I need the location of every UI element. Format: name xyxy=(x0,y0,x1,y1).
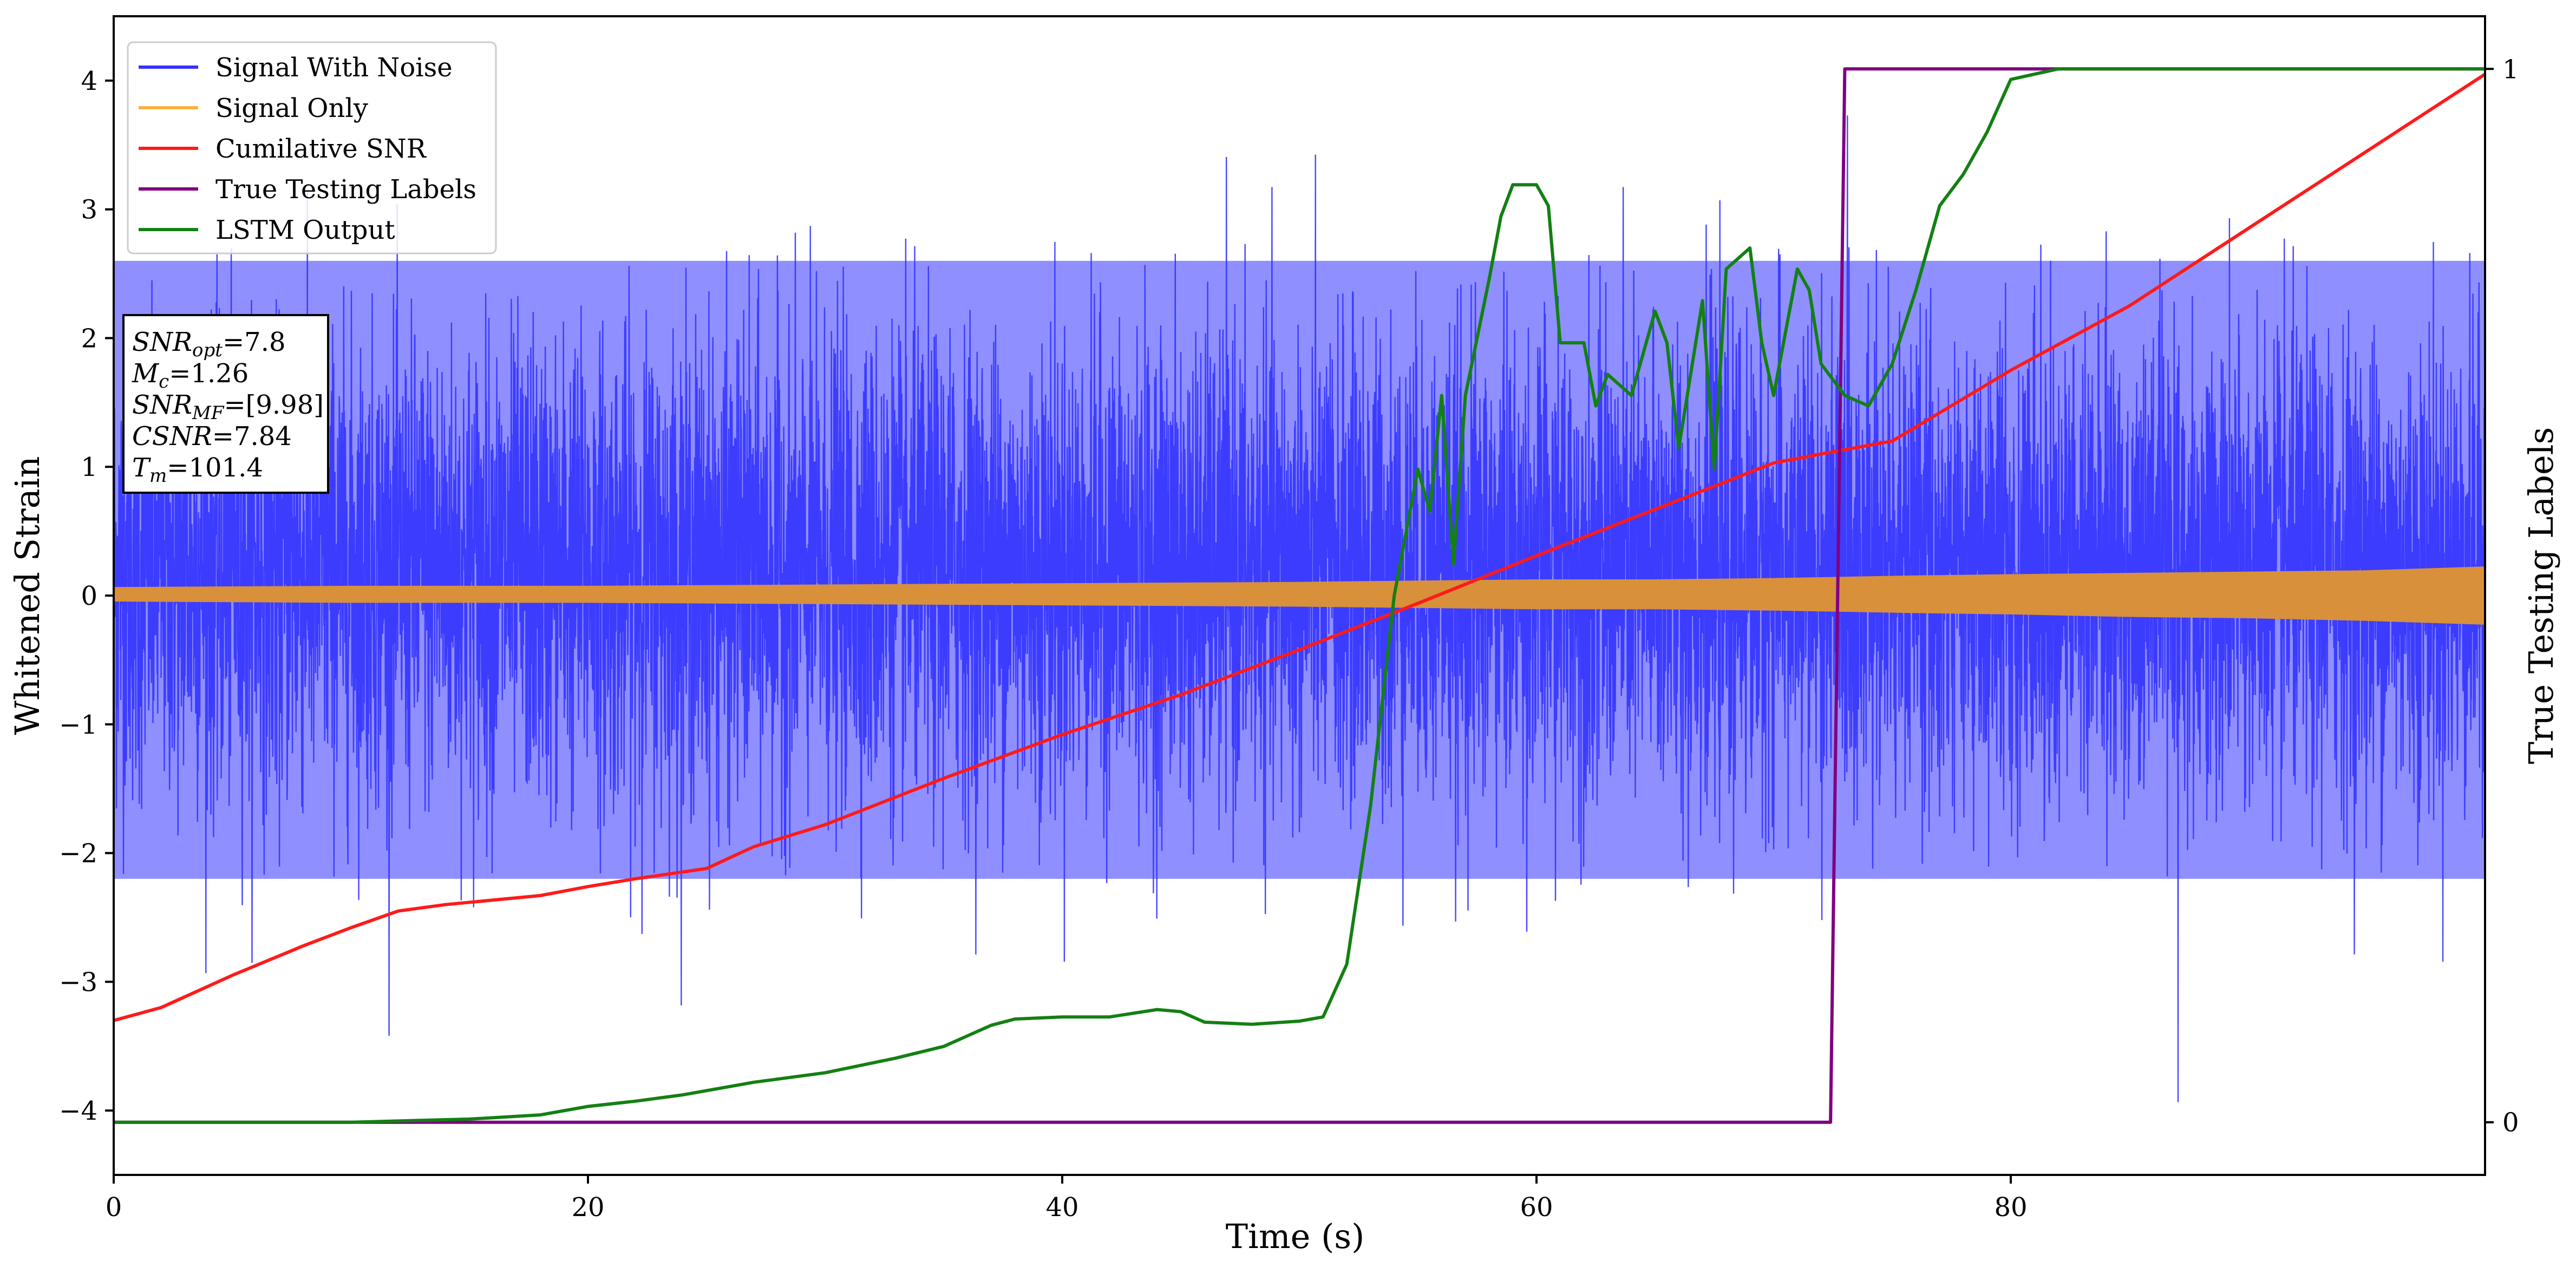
annotation-line: Mc=1.26 xyxy=(132,358,249,393)
lstm-output-line xyxy=(114,67,2485,1124)
y-tick-label: 4 xyxy=(81,66,97,96)
y-axis-right-label: True Testing Labels xyxy=(2521,427,2561,765)
signal-only-envelope xyxy=(114,566,2485,625)
x-tick-label: 40 xyxy=(1045,1192,1078,1223)
legend-box xyxy=(127,41,497,254)
y-tick-label: 3 xyxy=(81,195,97,225)
y-right-tick-label: 0 xyxy=(2502,1108,2519,1138)
plot-area xyxy=(114,67,2485,1124)
legend-label-true-testing-labels: True Testing Labels xyxy=(215,174,476,205)
y-tick-label: −3 xyxy=(59,967,97,997)
legend-label-cumilative-snr: Cumilative SNR xyxy=(215,134,427,164)
legend-label-signal-with-noise: Signal With Noise xyxy=(215,53,453,83)
x-tick-label: 0 xyxy=(106,1192,122,1223)
series-signal-only xyxy=(114,566,2485,625)
signal-with-noise-band xyxy=(114,260,2485,879)
annotation-line: CSNR=7.84 xyxy=(132,421,292,452)
annotation-line: SNRopt=7.8 xyxy=(132,327,286,361)
annotation-line: Tm=101.4 xyxy=(132,453,263,487)
y-tick-label: 0 xyxy=(81,581,97,611)
y-tick-label: −1 xyxy=(59,710,97,740)
y-tick-label: 1 xyxy=(81,452,97,482)
x-tick-label: 60 xyxy=(1520,1192,1553,1223)
series-cumilative-snr xyxy=(114,73,2485,1022)
series-lstm-output xyxy=(114,67,2485,1124)
legend: Signal With Noise Signal Only Cumilative S… xyxy=(127,41,497,254)
x-axis: 0 20 40 60 80 xyxy=(106,1175,2028,1223)
series-signal-with-noise xyxy=(114,115,2485,1102)
y-tick-label: −2 xyxy=(59,839,97,869)
y-tick-label: −4 xyxy=(59,1096,97,1126)
x-tick-label: 80 xyxy=(1994,1192,2027,1223)
y-axis-right: 01 xyxy=(2485,54,2519,1138)
annotation-box: SNRopt=7.8Mc=1.26SNRMF=[9.98]CSNR=7.84Tm… xyxy=(122,314,329,494)
cumilative-snr-line xyxy=(114,73,2485,1022)
annotation-line: SNRMF=[9.98] xyxy=(132,390,324,424)
legend-label-lstm-output: LSTM Output xyxy=(215,215,395,245)
y-axis-label: Whitened Strain xyxy=(8,456,47,735)
legend-label-signal-only: Signal Only xyxy=(215,93,368,123)
y-tick-label: 2 xyxy=(81,323,97,354)
x-axis-label: Time (s) xyxy=(1226,1217,1365,1256)
annotation-frame xyxy=(122,314,329,494)
x-tick-label: 20 xyxy=(571,1192,604,1223)
y-axis-left: −4 −3 −2 −1 0 1 2 3 4 xyxy=(59,66,114,1126)
y-right-tick-label: 1 xyxy=(2502,54,2519,84)
